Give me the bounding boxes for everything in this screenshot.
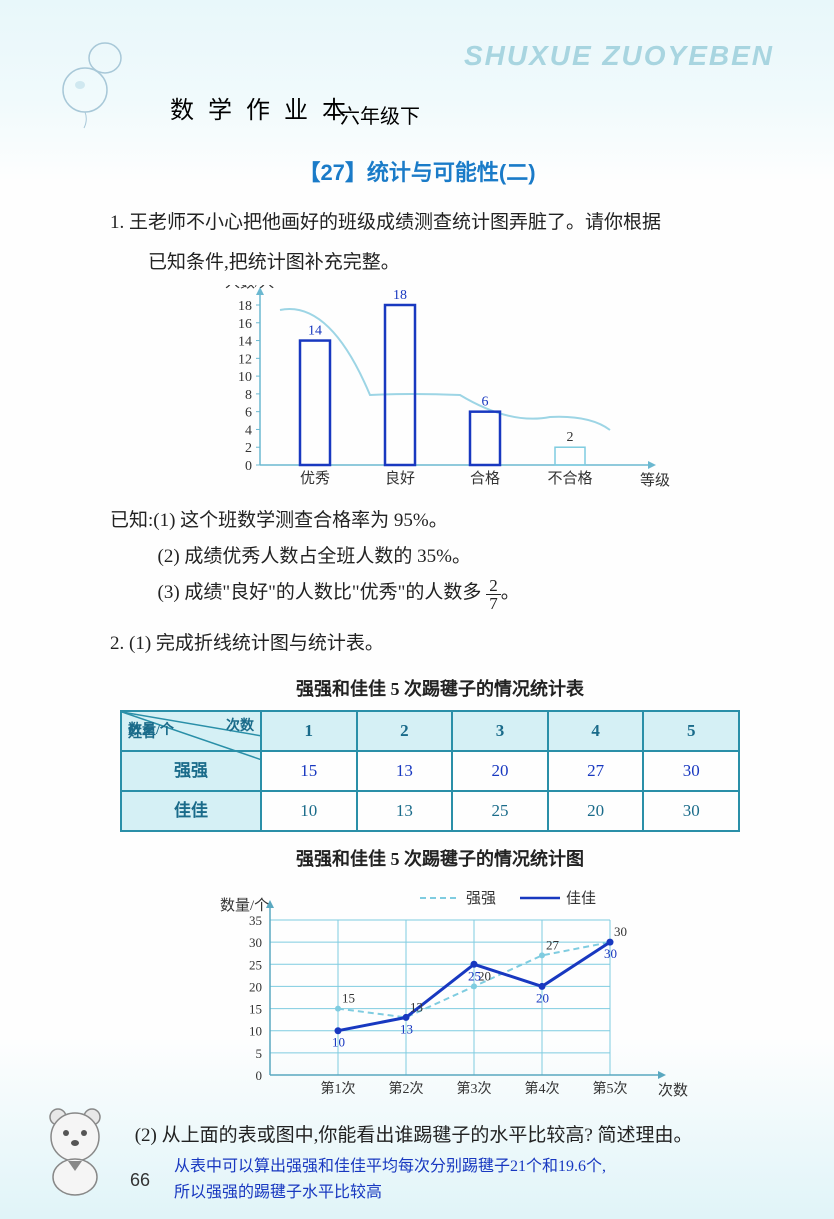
svg-text:5: 5 (256, 1046, 263, 1061)
svg-text:第5次: 第5次 (593, 1080, 628, 1097)
given-block: 已知:(1) 这个班数学测查合格率为 95%。 (110, 503, 770, 539)
svg-text:20: 20 (536, 990, 549, 1005)
svg-text:13: 13 (410, 999, 423, 1014)
svg-text:27: 27 (546, 937, 560, 952)
answer-line2: 所以强强的踢毽子水平比较高 (174, 1180, 770, 1206)
svg-text:15: 15 (342, 991, 355, 1006)
svg-text:16: 16 (238, 317, 252, 332)
svg-text:10: 10 (249, 1024, 262, 1039)
col-h: 5 (643, 711, 739, 751)
svg-text:20: 20 (249, 979, 262, 994)
given-2: (2) 成绩优秀人数占全班人数的 35%。 (158, 539, 771, 575)
given-3: (3) 成绩"良好"的人数比"优秀"的人数多 27。 (158, 575, 771, 611)
svg-text:30: 30 (604, 946, 617, 961)
chart-title: 强强和佳佳 5 次踢毽子的情况统计图 (110, 842, 770, 876)
svg-text:14: 14 (238, 335, 252, 350)
table-title: 强强和佳佳 5 次踢毽子的情况统计表 (110, 672, 770, 706)
svg-text:2: 2 (567, 430, 574, 445)
svg-text:15: 15 (249, 1002, 262, 1017)
svg-text:30: 30 (249, 935, 262, 950)
svg-text:14: 14 (308, 324, 322, 339)
grade-label: 六年级下 (340, 100, 420, 129)
svg-text:强强: 强强 (466, 891, 496, 907)
q1-line1: 1. 王老师不小心把他画好的班级成绩测查统计图弄脏了。请你根据 (110, 205, 770, 241)
svg-text:12: 12 (238, 353, 252, 368)
bar-chart: 0 2 4 6 8 10 12 14 16 18 人数/人等级 14 优秀 18 良好 6 合格 2 不合格 (210, 285, 690, 495)
svg-text:6: 6 (245, 406, 252, 421)
watermark-text: SHUXUE ZUOYEBEN (464, 40, 774, 72)
svg-text:次数: 次数 (658, 1082, 688, 1099)
svg-text:佳佳: 佳佳 (566, 890, 596, 907)
svg-text:第1次: 第1次 (321, 1080, 356, 1097)
svg-text:人数/人: 人数/人 (225, 285, 274, 291)
svg-text:10: 10 (332, 1035, 345, 1050)
svg-text:等级: 等级 (640, 471, 670, 489)
svg-text:第2次: 第2次 (389, 1080, 424, 1097)
col-h: 2 (357, 711, 453, 751)
svg-text:35: 35 (249, 913, 262, 928)
svg-text:25: 25 (249, 957, 262, 972)
svg-text:第3次: 第3次 (457, 1080, 492, 1097)
q2-part2: (2) 从上面的表或图中,你能看出谁踢毽子的水平比较高? 简述理由。 (110, 1118, 770, 1154)
q2-part1: 2. (1) 完成折线统计图与统计表。 (110, 626, 770, 662)
col-h: 1 (261, 711, 357, 751)
svg-text:良好: 良好 (385, 470, 415, 487)
svg-text:8: 8 (245, 388, 252, 403)
table-row: 佳佳 10 13 25 20 30 (121, 791, 739, 831)
q1-line2: 已知条件,把统计图补充完整。 (110, 245, 770, 281)
svg-text:25: 25 (468, 968, 481, 983)
svg-text:18: 18 (393, 288, 407, 303)
svg-text:18: 18 (238, 299, 252, 314)
page-number: 66 (130, 1170, 150, 1191)
svg-text:30: 30 (614, 924, 627, 939)
balloon-decoration (60, 40, 130, 130)
svg-text:4: 4 (245, 424, 252, 439)
svg-text:不合格: 不合格 (547, 470, 592, 487)
line-chart: 0 5 10 15 20 25 30 35数量/个次数 第1次 第2次 第3次 第4次 第5次 强强 佳佳 1… (210, 880, 690, 1110)
answer-line1: 从表中可以算出强强和佳佳平均每次分别踢毽子21个和19.6个, (174, 1154, 770, 1180)
svg-text:优秀: 优秀 (300, 470, 330, 487)
svg-text:第4次: 第4次 (525, 1080, 560, 1097)
svg-text:2: 2 (245, 441, 252, 456)
svg-text:10: 10 (238, 370, 252, 385)
svg-text:13: 13 (400, 1021, 413, 1036)
section-title: 【27】统计与可能性(二) (0, 155, 834, 187)
svg-text:合格: 合格 (470, 470, 500, 487)
bear-decoration (30, 1099, 120, 1199)
svg-text:0: 0 (245, 459, 252, 474)
col-h: 4 (548, 711, 644, 751)
svg-text:6: 6 (482, 395, 489, 410)
svg-text:0: 0 (256, 1068, 263, 1083)
col-h: 3 (452, 711, 548, 751)
book-title: 数 学 作 业 本 (170, 90, 350, 125)
svg-text:数量/个: 数量/个 (220, 897, 269, 914)
stats-table: 次数 数量/个 姓名 1 2 3 4 5 强强 15 13 20 27 30 佳… (120, 710, 740, 832)
